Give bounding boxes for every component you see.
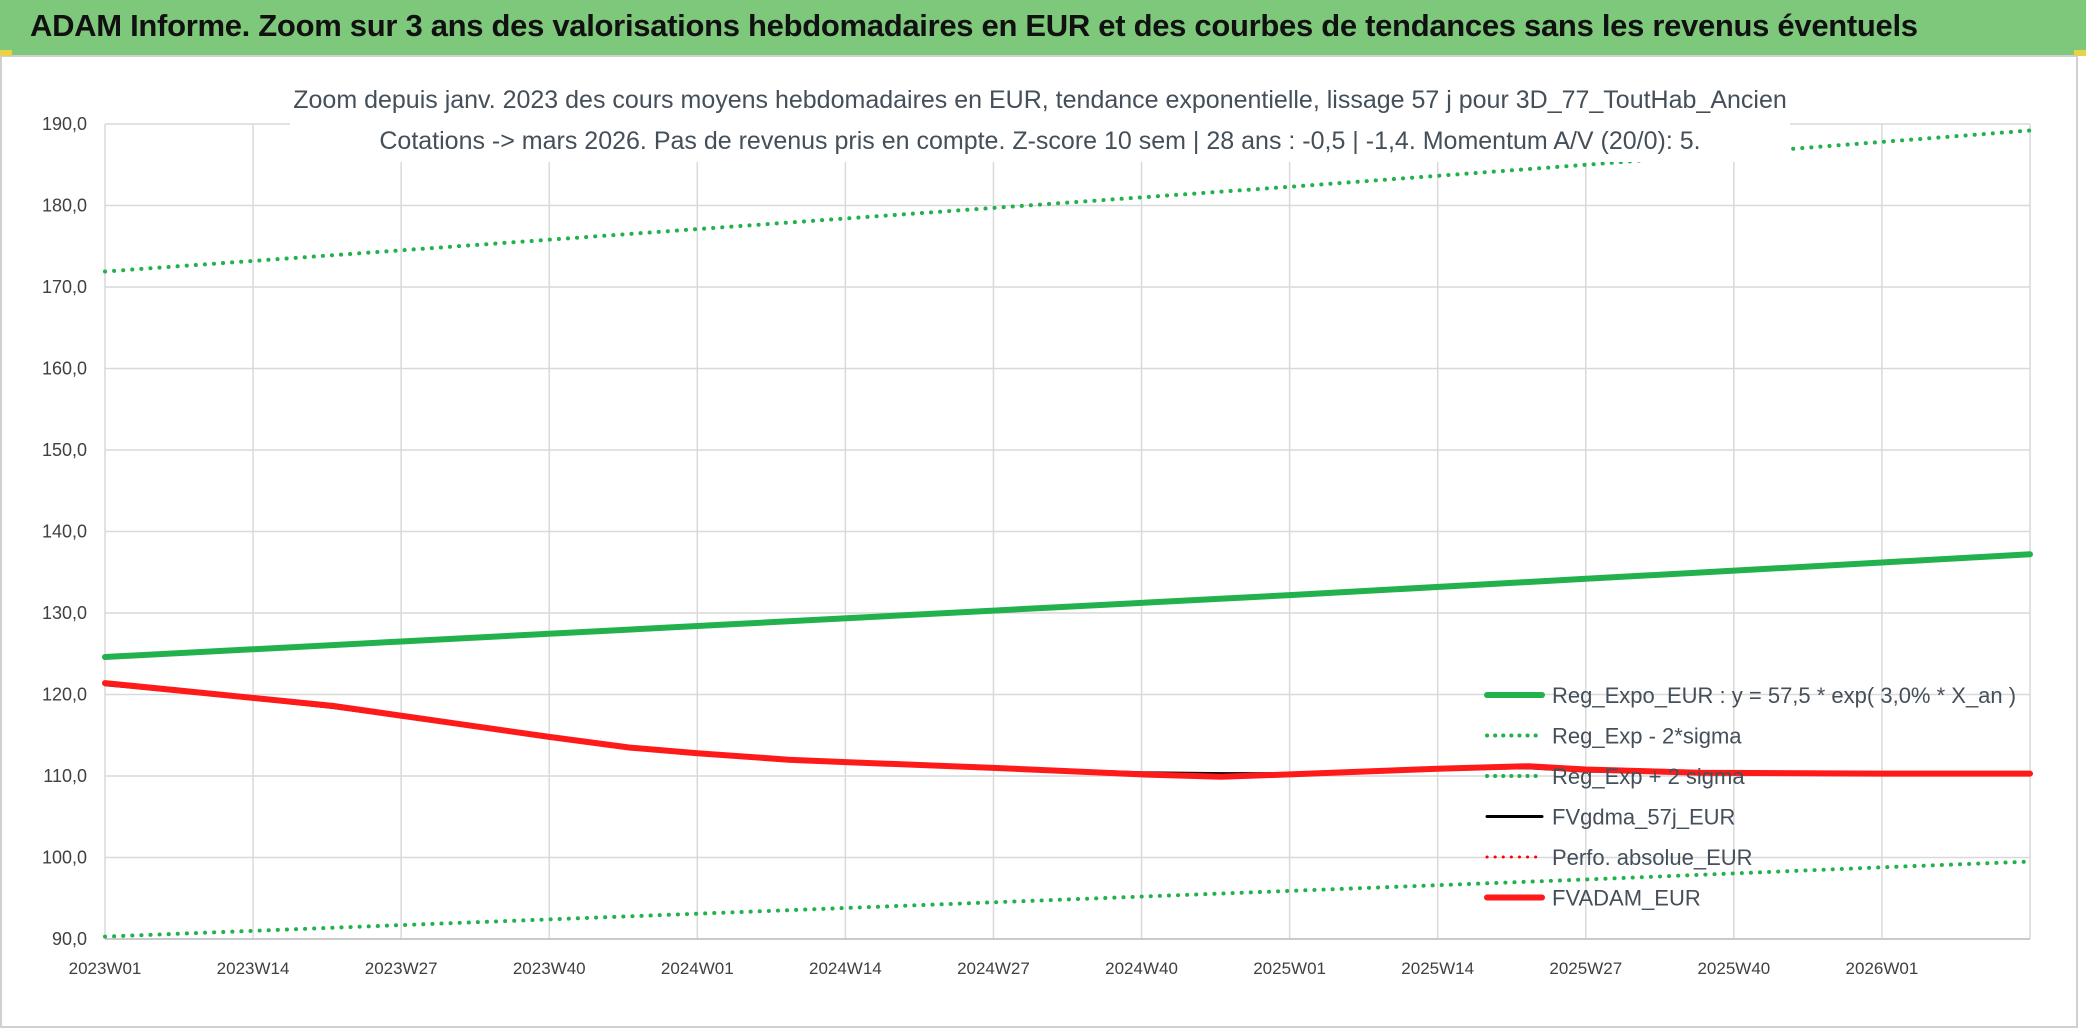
chart-title-block: Zoom depuis janv. 2023 des cours moyens … <box>290 80 1790 162</box>
series-line-0 <box>102 551 2033 660</box>
y-tick-label: 90,0 <box>52 929 87 949</box>
report-header-bar <box>0 0 2086 55</box>
y-tick-label: 180,0 <box>42 196 87 216</box>
x-tick-label: 2025W01 <box>1253 959 1326 978</box>
x-axis-ticks: 2023W01 2023W14 2023W27 2023W40 2024W01 2024W… <box>69 959 1919 978</box>
x-tick-label: 2025W27 <box>1549 959 1622 978</box>
chart-title: Zoom depuis janv. 2023 des cours moyens … <box>293 86 1787 114</box>
x-tick-label: 2025W14 <box>1401 959 1474 978</box>
series-line-2 <box>103 128 2032 274</box>
x-tick-label: 2024W27 <box>957 959 1030 978</box>
legend-label: Reg_Expo_EUR : y = 57,5 * exp( 3,0% * X_… <box>1552 683 2016 708</box>
legend-label: Reg_Exp + 2 sigma <box>1552 764 1745 789</box>
y-tick-label: 150,0 <box>42 440 87 460</box>
series-line-5 <box>102 680 2033 780</box>
y-tick-label: 110,0 <box>43 766 87 786</box>
chart-legend: Reg_Expo_EUR : y = 57,5 * exp( 3,0% * X_… <box>1484 683 2016 911</box>
x-tick-label: 2026W01 <box>1846 959 1919 978</box>
legend-label: FVADAM_EUR <box>1552 886 1701 911</box>
chart-frame <box>0 55 2078 1028</box>
series-lines <box>102 128 2033 939</box>
x-tick-label: 2024W01 <box>661 959 734 978</box>
x-tick-label: 2023W40 <box>513 959 586 978</box>
y-tick-label: 170,0 <box>42 277 87 297</box>
report-title: ADAM Informe. Zoom sur 3 ans des valoris… <box>30 8 1918 43</box>
corner-mark-left <box>0 50 12 56</box>
y-tick-label: 120,0 <box>42 685 87 705</box>
y-tick-label: 160,0 <box>42 359 87 379</box>
x-tick-label: 2025W40 <box>1697 959 1770 978</box>
grid-lines <box>104 123 2031 940</box>
series-line-1 <box>103 859 2032 939</box>
y-tick-label: 130,0 <box>42 603 87 623</box>
y-tick-label: 100,0 <box>42 848 87 868</box>
chart-subtitle: Cotations -> mars 2026. Pas de revenus p… <box>379 127 1701 155</box>
x-tick-label: 2023W14 <box>217 959 290 978</box>
legend-label: Reg_Exp - 2*sigma <box>1552 724 1742 749</box>
y-tick-label: 190,0 <box>42 114 87 134</box>
corner-mark-right <box>2074 50 2086 56</box>
x-tick-label: 2024W14 <box>809 959 882 978</box>
legend-label: FVgdma_57j_EUR <box>1552 805 1735 830</box>
x-tick-label: 2023W27 <box>365 959 438 978</box>
y-axis-ticks: 90,0 100,0 110,0 120,0 130,0 140,0 150,0 160,0 1… <box>42 114 87 949</box>
x-tick-label: 2023W01 <box>69 959 142 978</box>
legend-label: Perfo. absolue_EUR <box>1552 845 1753 870</box>
x-tick-label: 2024W40 <box>1105 959 1178 978</box>
y-tick-label: 140,0 <box>42 522 87 542</box>
